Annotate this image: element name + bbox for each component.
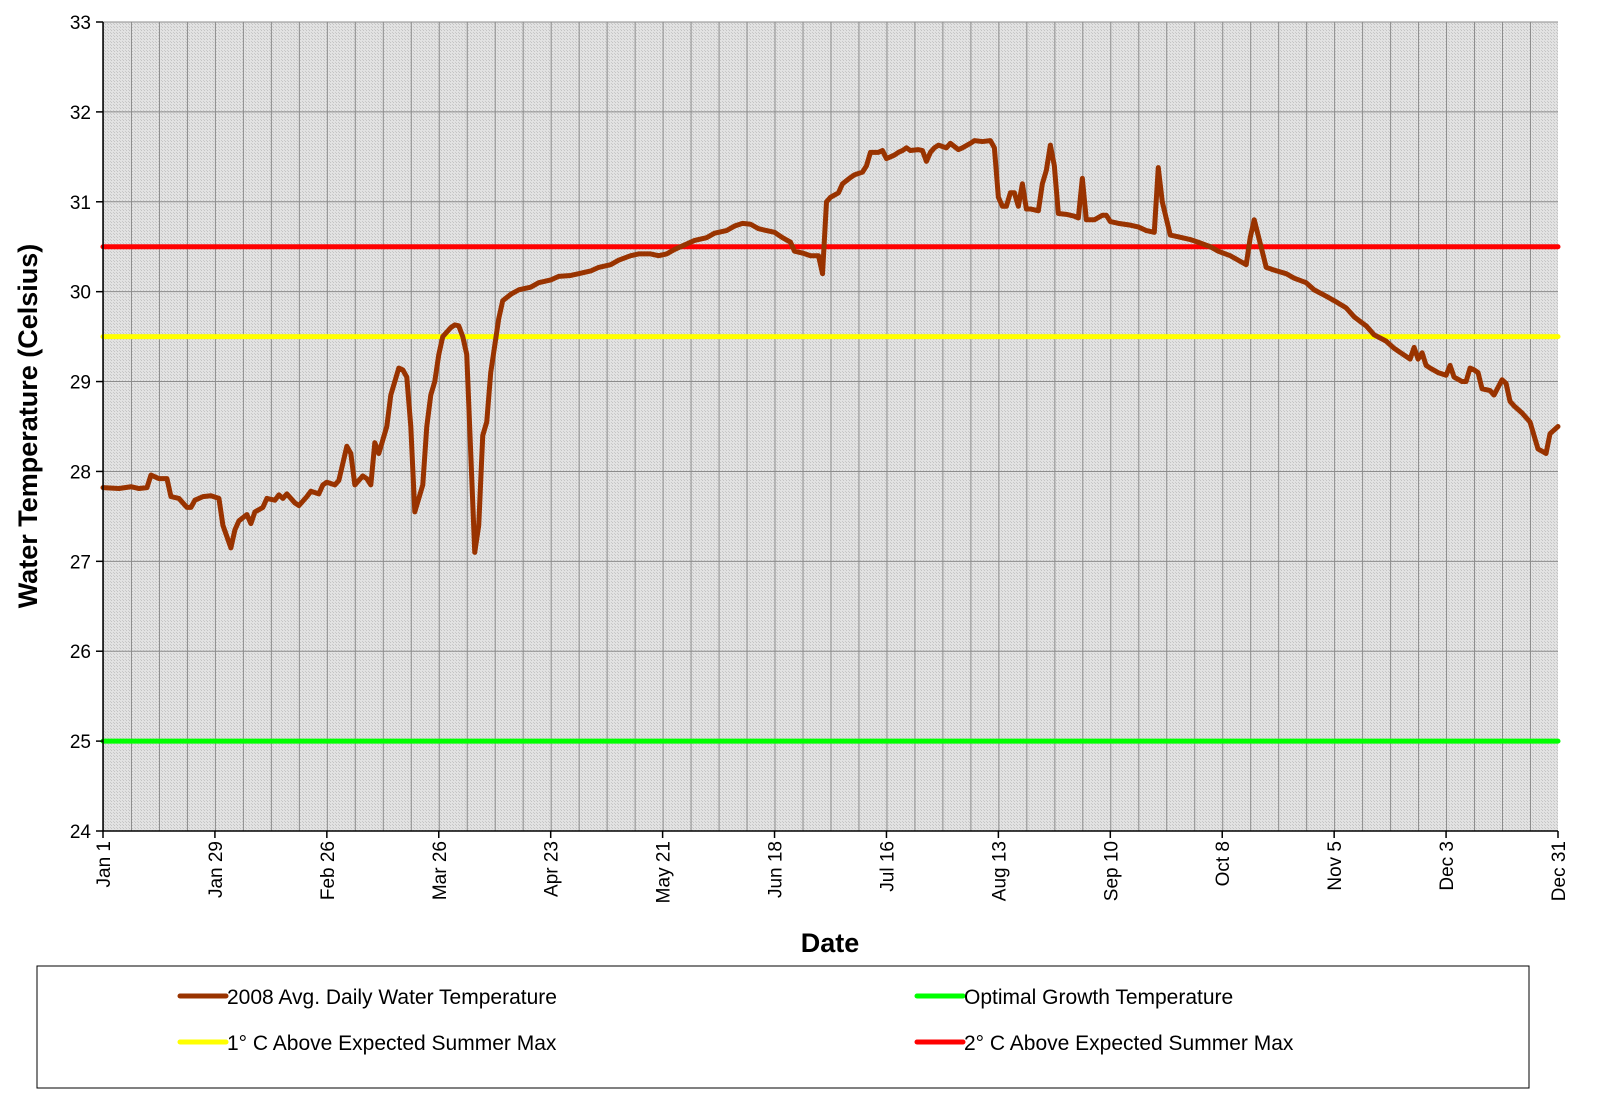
legend-label: 2008 Avg. Daily Water Temperature [227,986,557,1009]
y-tick-label: 27 [70,552,91,573]
y-tick-label: 25 [70,732,91,753]
y-tick-label: 28 [70,462,91,483]
x-tick-label: Sep 10 [1101,841,1122,901]
x-tick-label: Mar 26 [430,841,451,900]
y-tick-label: 32 [70,103,91,124]
y-tick-label: 31 [70,193,91,214]
data-line [100,138,1561,555]
legend: 2008 Avg. Daily Water Temperature Optimal… [177,986,1294,1055]
legend-label: 1° C Above Expected Summer Max [227,1032,557,1055]
x-tick-label: Dec 31 [1549,841,1570,901]
x-tick-label: Jan 1 [94,841,115,887]
y-tick-label: 33 [70,13,91,34]
y-tick-label: 30 [70,283,91,304]
legend-label: Optimal Growth Temperature [964,986,1233,1009]
x-tick-label: Nov 5 [1325,841,1346,891]
marks [100,138,1561,744]
x-tick-label: Jun 18 [766,841,787,898]
x-tick-label: Apr 23 [542,841,563,897]
x-tick-label: May 21 [654,841,675,903]
x-tick-label: Jan 29 [206,841,227,898]
x-tick-label: Oct 8 [1213,841,1234,886]
y-tick-label: 26 [70,642,91,663]
ticks: 24 25 26 27 28 29 30 31 32 33 Jan 1 Jan 29 Feb 26 Mar… [70,13,1570,903]
x-tick-label: Feb 26 [318,841,339,900]
y-tick-label: 24 [70,822,92,843]
x-axis-title: Date [801,928,860,958]
week-grid [103,22,1558,831]
x-tick-label: Aug 13 [989,841,1010,901]
x-tick-label: Dec 3 [1437,841,1458,891]
legend-label: 2° C Above Expected Summer Max [964,1032,1294,1055]
x-tick-label: Jul 16 [877,841,898,892]
legend-box [36,965,1530,1089]
y-tick-label: 29 [70,373,91,394]
y-axis-title: Water Temperature (Celsius) [13,244,43,609]
